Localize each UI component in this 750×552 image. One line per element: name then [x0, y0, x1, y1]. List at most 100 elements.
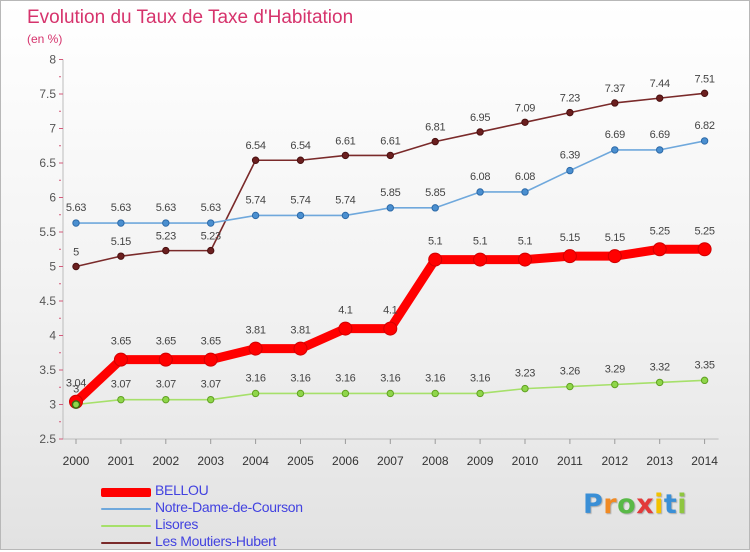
logo-letter: i	[654, 489, 664, 520]
data-label: 6.61	[380, 135, 400, 147]
data-point	[611, 380, 619, 389]
data-label: 6.69	[605, 129, 625, 141]
data-label: 6.54	[290, 140, 310, 152]
data-label: 3.16	[380, 372, 400, 384]
legend-swatch	[101, 525, 151, 527]
data-point	[71, 400, 81, 409]
y-tick-label: 7	[49, 122, 56, 136]
x-tick-label: 2000	[63, 454, 90, 468]
data-point	[611, 146, 619, 154]
data-point	[521, 118, 529, 126]
data-point	[117, 219, 125, 227]
x-tick-label: 2010	[512, 454, 539, 468]
logo-letter: o	[617, 489, 637, 520]
x-tick-label: 2005	[287, 454, 314, 468]
data-point	[207, 395, 215, 404]
data-label: 5	[73, 247, 79, 259]
data-label: 3.35	[694, 359, 714, 371]
data-point	[476, 128, 484, 136]
data-point	[158, 352, 173, 367]
data-label: 3.65	[156, 336, 176, 348]
data-label: 3.07	[111, 379, 131, 391]
data-label: 3.16	[425, 372, 445, 384]
data-point	[656, 378, 664, 387]
x-tick-label: 2009	[467, 454, 494, 468]
data-point	[656, 146, 664, 154]
legend-item: Lisores	[101, 516, 401, 535]
data-point	[431, 389, 439, 398]
series-notre-dame-de-courson	[72, 137, 709, 227]
data-label: 3.07	[156, 379, 176, 391]
data-point	[207, 219, 215, 227]
data-label: 5.63	[111, 202, 131, 214]
data-point	[656, 94, 664, 102]
data-label: 5.25	[650, 225, 670, 237]
data-point	[386, 151, 394, 160]
data-point	[700, 89, 709, 98]
data-label: 5.74	[245, 194, 265, 206]
chart-title: Evolution du Taux de Taxe d'Habitation	[27, 7, 354, 28]
legend-label: Les Moutiers-Hubert	[155, 533, 277, 549]
data-label: 4.1	[338, 305, 353, 317]
data-label: 3.32	[650, 361, 670, 373]
data-point	[341, 211, 350, 220]
legend-swatch	[101, 542, 151, 544]
data-point	[338, 321, 353, 336]
x-tick-label: 2012	[601, 454, 628, 468]
x-tick-label: 2002	[152, 454, 179, 468]
data-point	[207, 246, 215, 255]
data-label: 6.39	[560, 150, 580, 162]
data-label: 3.65	[111, 336, 131, 348]
data-label: 7.51	[694, 73, 714, 85]
data-point	[117, 395, 125, 404]
x-tick-label: 2001	[108, 454, 135, 468]
data-point	[562, 249, 577, 264]
legend-label: BELLOU	[155, 482, 209, 498]
data-point	[566, 166, 574, 175]
data-label: 6.54	[245, 140, 265, 152]
y-tick-label: 4.5	[39, 294, 56, 308]
data-label: 5.63	[156, 202, 176, 214]
data-label: 6.08	[470, 171, 490, 183]
chart-series	[69, 89, 712, 409]
logo-letter: x	[636, 489, 655, 520]
data-label: 5.23	[156, 231, 176, 243]
legend-swatch	[101, 487, 151, 497]
legend-item: BELLOU	[101, 482, 401, 501]
data-label: 3	[73, 384, 79, 396]
data-label: 5.63	[66, 202, 86, 214]
y-tick-label: 6.5	[39, 156, 56, 170]
legend-swatch	[101, 508, 151, 510]
data-point	[296, 211, 305, 220]
line-chart: 2.5 3 3.5 4 4.5 5 5.5 6 6.5 7 7.5 8 2000 2001 2002 2003…	[39, 53, 719, 468]
data-label: 3.16	[470, 372, 490, 384]
data-point	[566, 108, 574, 117]
data-point	[117, 252, 125, 260]
data-point	[521, 188, 529, 196]
data-label: 5.74	[290, 194, 310, 206]
data-label: 3.23	[515, 368, 535, 380]
data-label: 5.74	[335, 194, 355, 206]
data-point	[296, 156, 305, 164]
y-tick-label: 5	[49, 260, 56, 274]
data-label: 3.04	[66, 378, 86, 390]
chart-axes: 2.5 3 3.5 4 4.5 5 5.5 6 6.5 7 7.5 8 2000 2001 2002 2003…	[39, 53, 719, 468]
logo-letter: P	[583, 489, 604, 520]
data-label: 6.81	[425, 122, 445, 134]
data-label: 5.15	[605, 232, 625, 244]
y-tick-label: 7.5	[39, 87, 56, 101]
data-label: 5.1	[428, 236, 443, 248]
data-label: 6.95	[470, 112, 490, 124]
data-label: 7.23	[560, 93, 580, 105]
data-label: 5.15	[111, 236, 131, 248]
data-label: 5.1	[473, 236, 488, 248]
y-tick-label: 3	[49, 398, 56, 412]
y-tick-label: 8	[49, 53, 56, 67]
x-tick-label: 2004	[242, 454, 269, 468]
x-tick-label: 2013	[646, 454, 673, 468]
data-label: 3.16	[290, 372, 310, 384]
data-label: 6.69	[650, 129, 670, 141]
data-label: 3.81	[290, 325, 310, 337]
data-point	[203, 352, 218, 367]
